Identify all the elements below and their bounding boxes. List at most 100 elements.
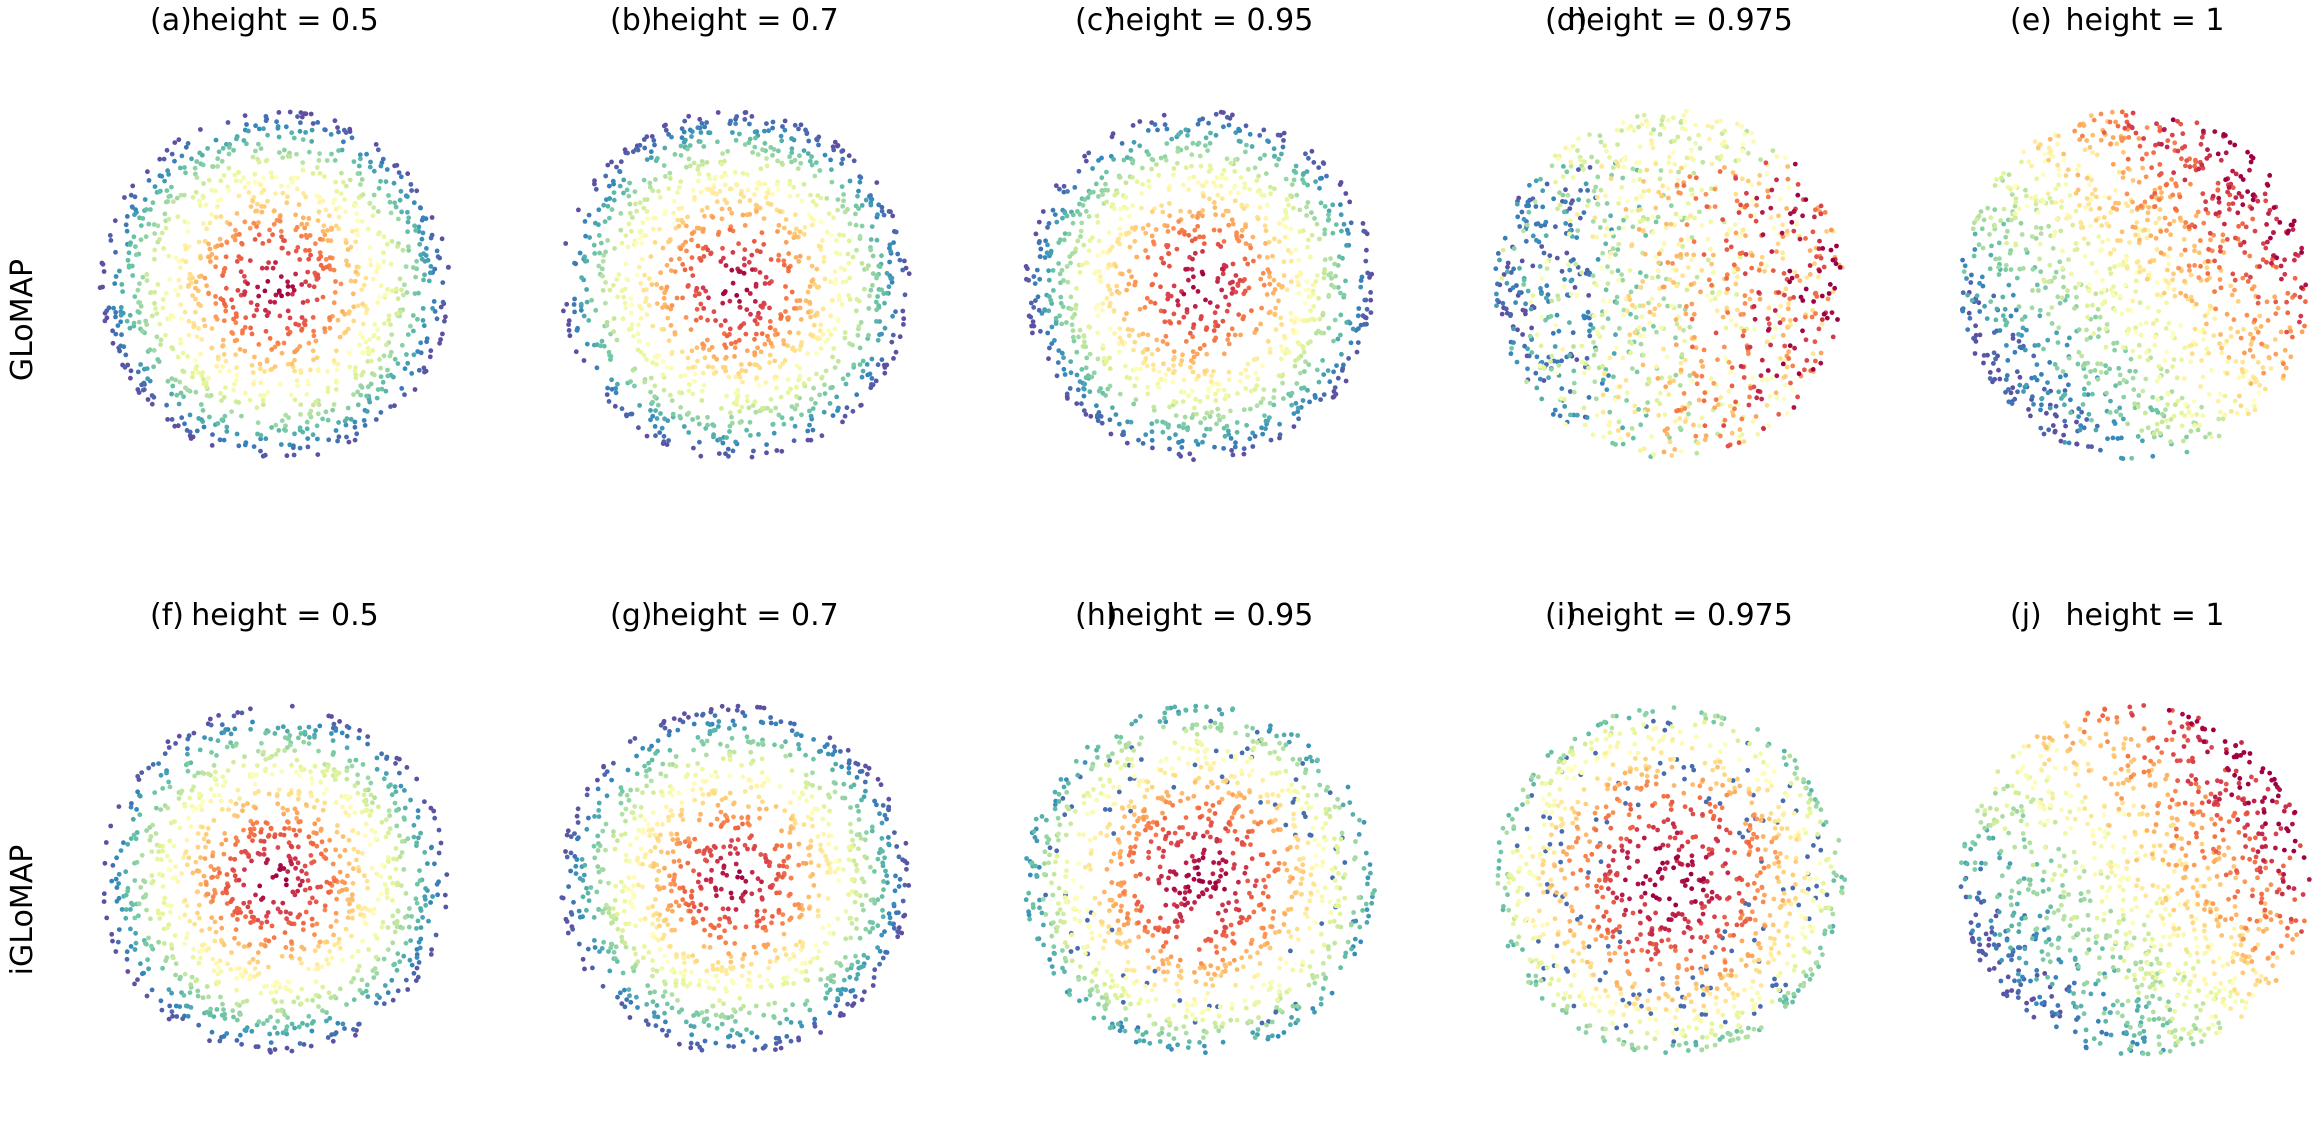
scatter-point <box>259 265 265 271</box>
scatter-point <box>1745 178 1751 184</box>
scatter-point <box>325 417 331 423</box>
scatter-point <box>1171 349 1177 354</box>
scatter-point <box>346 439 352 445</box>
scatter-point <box>1070 328 1076 333</box>
scatter-point <box>1144 295 1150 301</box>
scatter-point <box>1527 333 1533 339</box>
scatter-point <box>1728 317 1734 323</box>
scatter-point <box>1230 221 1236 227</box>
scatter-point <box>1262 413 1267 418</box>
scatter-point <box>677 390 682 395</box>
scatter-point <box>207 246 213 252</box>
scatter-point <box>140 387 146 393</box>
scatter-point <box>1793 317 1798 323</box>
scatter-point <box>1364 306 1370 312</box>
scatter-point <box>856 188 861 194</box>
scatter-point <box>190 370 196 376</box>
scatter-point <box>1224 308 1230 314</box>
scatter-point <box>889 279 895 285</box>
scatter-point <box>323 257 329 262</box>
scatter-point <box>697 139 703 145</box>
scatter-point <box>283 428 288 433</box>
scatter-point <box>284 453 290 459</box>
scatter-point <box>1543 219 1549 225</box>
scatter-point <box>1776 290 1781 295</box>
scatter-point <box>654 362 659 367</box>
scatter-point <box>1697 145 1703 151</box>
scatter-point <box>818 219 824 225</box>
scatter-point <box>1291 424 1297 429</box>
scatter-point <box>1081 408 1087 413</box>
scatter-point <box>1276 373 1282 379</box>
scatter-point <box>1641 112 1647 118</box>
scatter-point <box>158 342 163 347</box>
scatter-point <box>668 306 674 312</box>
scatter-point <box>1685 201 1691 206</box>
scatter-point <box>1152 300 1158 306</box>
scatter-point <box>153 306 158 311</box>
scatter-point <box>1130 203 1135 208</box>
scatter-point <box>302 322 308 328</box>
scatter-point <box>1649 296 1655 302</box>
scatter-point <box>1666 195 1671 201</box>
scatter-point <box>130 273 136 278</box>
scatter-point <box>1759 396 1764 402</box>
scatter-point <box>1230 286 1236 292</box>
scatter-point <box>1275 132 1281 138</box>
scatter-point <box>424 246 429 251</box>
scatter-point <box>681 129 687 135</box>
scatter-point <box>1695 440 1701 446</box>
scatter-point <box>807 212 812 218</box>
scatter-point <box>306 256 312 262</box>
scatter-point <box>840 419 845 425</box>
scatter-point <box>376 231 381 237</box>
scatter-point <box>344 262 350 268</box>
scatter-point <box>150 200 156 206</box>
scatter-point <box>364 307 370 312</box>
scatter-point <box>770 125 775 131</box>
scatter-point <box>298 110 304 115</box>
scatter-point <box>1768 342 1773 348</box>
scatter-point <box>1708 219 1714 225</box>
scatter-point <box>1608 213 1613 219</box>
scatter-point <box>1641 352 1646 358</box>
scatter-point <box>638 228 644 234</box>
scatter-point <box>119 332 124 338</box>
scatter-point <box>426 278 432 284</box>
scatter-point <box>781 341 787 347</box>
scatter-point <box>1539 396 1545 402</box>
scatter-point <box>1747 344 1753 350</box>
scatter-point <box>783 284 788 289</box>
scatter-point <box>710 364 716 370</box>
scatter-point <box>1270 253 1275 259</box>
scatter-point <box>1632 409 1638 415</box>
scatter-point <box>1749 265 1755 271</box>
scatter-point <box>1219 196 1225 202</box>
scatter-point <box>890 313 895 319</box>
scatter-point <box>1160 209 1166 215</box>
scatter-point <box>1740 148 1745 154</box>
scatter-point <box>1729 430 1735 436</box>
scatter-point <box>805 151 811 157</box>
scatter-point <box>1727 403 1733 409</box>
scatter-point <box>2039 396 2045 401</box>
scatter-point <box>1258 321 1263 327</box>
scatter-point <box>192 357 198 363</box>
scatter-point <box>696 178 701 184</box>
scatter-point <box>119 282 125 287</box>
scatter-point <box>890 213 896 219</box>
scatter-point <box>1202 415 1208 421</box>
scatter-point <box>118 305 124 310</box>
scatter-point <box>1563 145 1568 151</box>
scatter-point <box>758 166 764 172</box>
scatter-point <box>1782 155 1788 161</box>
scatter-point <box>1818 360 1824 366</box>
scatter-point <box>2066 440 2072 446</box>
row-label-iglomap: iGLoMAP <box>5 845 40 976</box>
scatter-point <box>285 184 291 190</box>
scatter-point <box>308 367 313 373</box>
scatter-point <box>718 323 724 328</box>
scatter-point <box>618 159 624 165</box>
scatter-point <box>1361 228 1367 234</box>
scatter-point <box>1629 208 1635 214</box>
